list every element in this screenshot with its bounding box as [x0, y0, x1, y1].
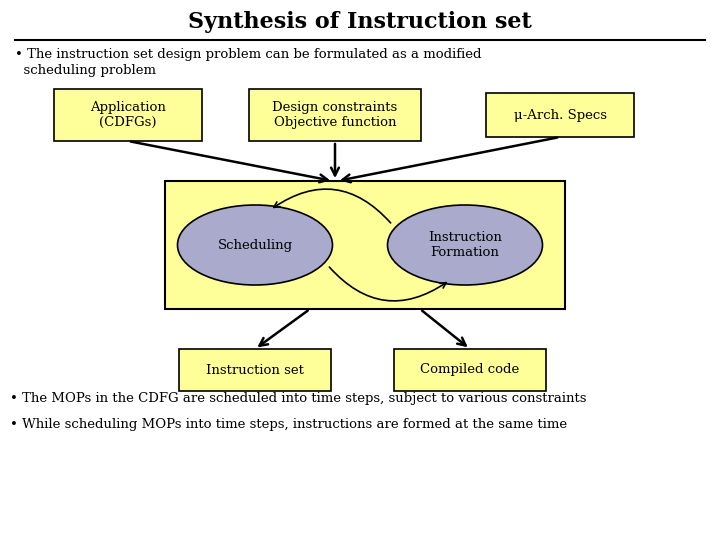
Text: Application
(CDFGs): Application (CDFGs) — [90, 101, 166, 129]
Text: Instruction set: Instruction set — [206, 363, 304, 376]
Text: Instruction
Formation: Instruction Formation — [428, 231, 502, 259]
FancyBboxPatch shape — [394, 349, 546, 391]
FancyBboxPatch shape — [54, 89, 202, 141]
Text: μ-Arch. Specs: μ-Arch. Specs — [513, 109, 606, 122]
Text: • While scheduling MOPs into time steps, instructions are formed at the same tim: • While scheduling MOPs into time steps,… — [10, 418, 567, 431]
Text: Compiled code: Compiled code — [420, 363, 520, 376]
Text: • The MOPs in the CDFG are scheduled into time steps, subject to various constra: • The MOPs in the CDFG are scheduled int… — [10, 392, 587, 405]
FancyBboxPatch shape — [486, 93, 634, 137]
FancyBboxPatch shape — [165, 181, 565, 309]
Text: Scheduling: Scheduling — [217, 239, 292, 252]
FancyBboxPatch shape — [249, 89, 421, 141]
FancyBboxPatch shape — [179, 349, 331, 391]
Ellipse shape — [178, 205, 333, 285]
Text: scheduling problem: scheduling problem — [15, 64, 156, 77]
Text: Design constraints
Objective function: Design constraints Objective function — [272, 101, 397, 129]
Ellipse shape — [387, 205, 542, 285]
Text: • The instruction set design problem can be formulated as a modified: • The instruction set design problem can… — [15, 48, 482, 61]
Text: Synthesis of Instruction set: Synthesis of Instruction set — [188, 11, 532, 33]
